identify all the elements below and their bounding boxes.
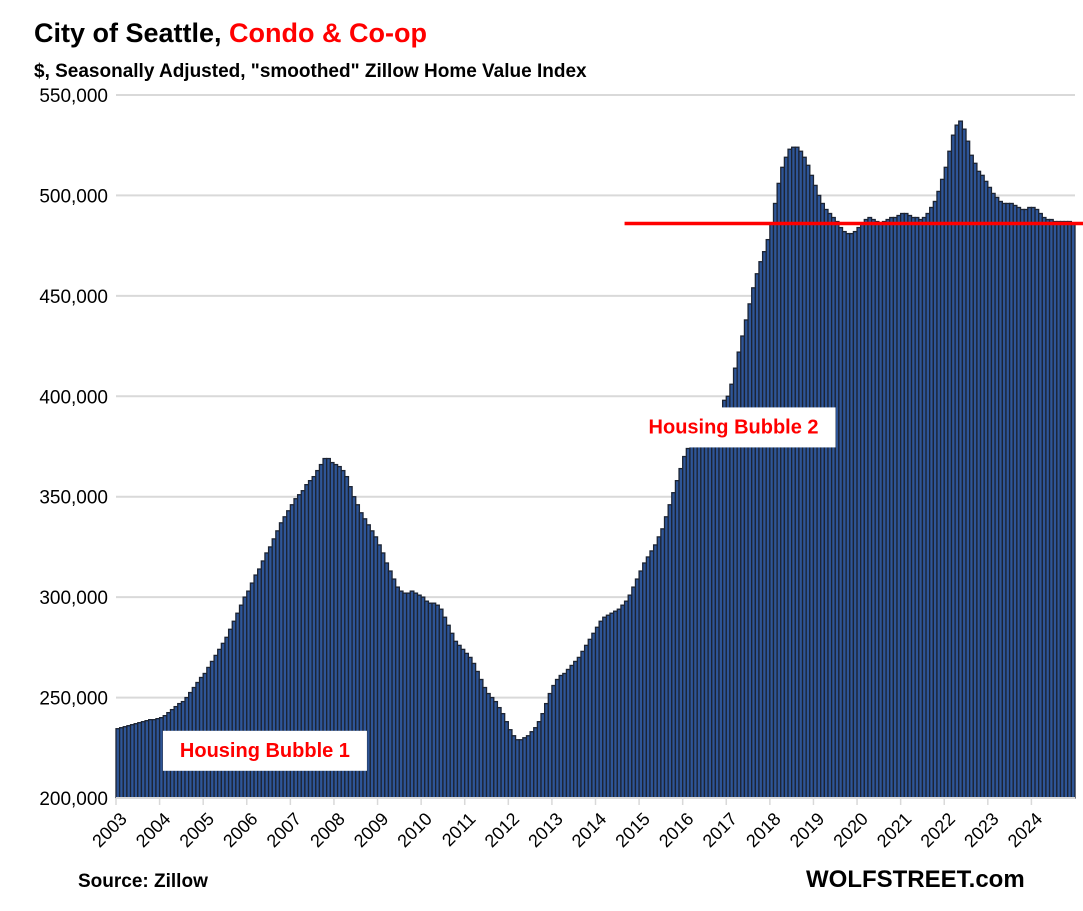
y-tick-label: 500,000 <box>39 186 108 207</box>
y-tick-label: 550,000 <box>39 86 108 107</box>
bar <box>1070 222 1076 799</box>
x-tick-label: 2018 <box>742 809 784 851</box>
x-tick-label: 2006 <box>219 809 261 851</box>
x-tick-label: 2003 <box>88 809 130 851</box>
x-tick-label: 2024 <box>1004 809 1046 851</box>
annotation-box <box>162 730 367 771</box>
x-tick-label: 2011 <box>438 809 480 851</box>
source-note: Source: Zillow <box>78 871 208 892</box>
x-tick-label: 2012 <box>481 809 523 851</box>
y-tick-label: 400,000 <box>39 387 108 408</box>
annotation-label: Housing Bubble 2 <box>649 416 819 438</box>
x-tick-label: 2023 <box>960 809 1002 851</box>
x-tick-label: 2017 <box>699 809 741 851</box>
x-tick-label: 2020 <box>829 809 871 851</box>
chart-title: City of Seattle, Condo & Co-op <box>34 18 427 49</box>
x-tick-label: 2022 <box>917 809 959 851</box>
y-tick-label: 350,000 <box>39 488 108 509</box>
x-tick-label: 2014 <box>568 809 610 851</box>
x-tick-label: 2010 <box>394 809 436 851</box>
annotation-box <box>631 407 836 448</box>
x-tick-label: 2015 <box>611 809 653 851</box>
y-tick-label: 250,000 <box>39 689 108 710</box>
x-tick-label: 2004 <box>132 809 174 851</box>
x-tick-label: 2008 <box>306 809 348 851</box>
annotation-label: Housing Bubble 1 <box>180 740 350 762</box>
x-tick-label: 2021 <box>873 809 915 851</box>
x-tick-label: 2019 <box>786 809 828 851</box>
title-segment: Condo & Co-op <box>229 18 427 48</box>
x-tick-label: 2013 <box>524 809 566 851</box>
x-tick-label: 2007 <box>263 809 305 851</box>
x-tick-label: 2016 <box>655 809 697 851</box>
y-tick-label: 450,000 <box>39 287 108 308</box>
y-tick-label: 300,000 <box>39 588 108 609</box>
brand-watermark: WOLFSTREET.com <box>806 866 1025 893</box>
chart-subtitle: $, Seasonally Adjusted, "smoothed" Zillo… <box>34 61 587 82</box>
title-city: City of Seattle, <box>34 18 230 48</box>
y-tick-label: 200,000 <box>39 789 108 810</box>
x-tick-label: 2005 <box>176 809 218 851</box>
x-tick-label: 2009 <box>350 809 392 851</box>
